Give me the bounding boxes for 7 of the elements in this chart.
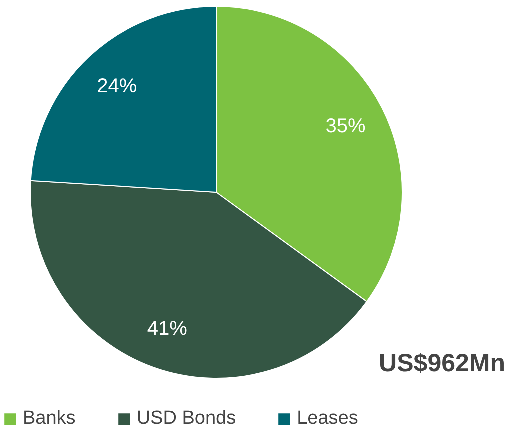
data-label: 35%	[326, 116, 366, 138]
data-label: 24%	[97, 76, 138, 98]
legend-label: Banks	[23, 408, 76, 430]
data-label: 41%	[147, 318, 188, 340]
legend-label: USD Bonds	[136, 408, 236, 430]
legend-label: Leases	[297, 408, 358, 430]
text: US$962Mn	[379, 350, 506, 378]
